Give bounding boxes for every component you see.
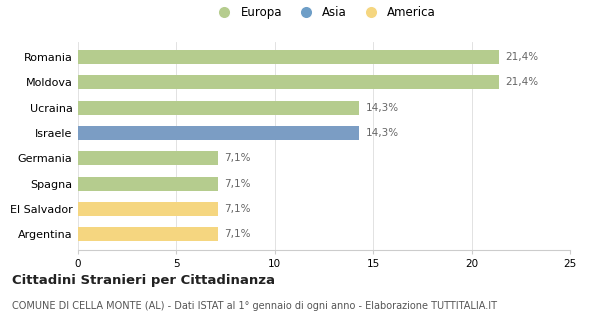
Bar	[78, 75, 499, 89]
Text: 14,3%: 14,3%	[365, 128, 398, 138]
Bar	[78, 202, 218, 216]
Bar	[78, 151, 218, 165]
Text: 21,4%: 21,4%	[505, 77, 538, 87]
Legend: Europa, Asia, America: Europa, Asia, America	[208, 2, 440, 24]
Bar	[78, 126, 359, 140]
Bar	[78, 100, 359, 115]
Bar	[78, 228, 218, 241]
Text: 7,1%: 7,1%	[224, 204, 250, 214]
Text: Cittadini Stranieri per Cittadinanza: Cittadini Stranieri per Cittadinanza	[12, 274, 275, 287]
Text: 21,4%: 21,4%	[505, 52, 538, 62]
Bar	[78, 50, 499, 64]
Text: 7,1%: 7,1%	[224, 153, 250, 163]
Text: 14,3%: 14,3%	[365, 102, 398, 113]
Text: COMUNE DI CELLA MONTE (AL) - Dati ISTAT al 1° gennaio di ogni anno - Elaborazion: COMUNE DI CELLA MONTE (AL) - Dati ISTAT …	[12, 301, 497, 311]
Text: 7,1%: 7,1%	[224, 179, 250, 189]
Text: 7,1%: 7,1%	[224, 229, 250, 239]
Bar	[78, 177, 218, 191]
